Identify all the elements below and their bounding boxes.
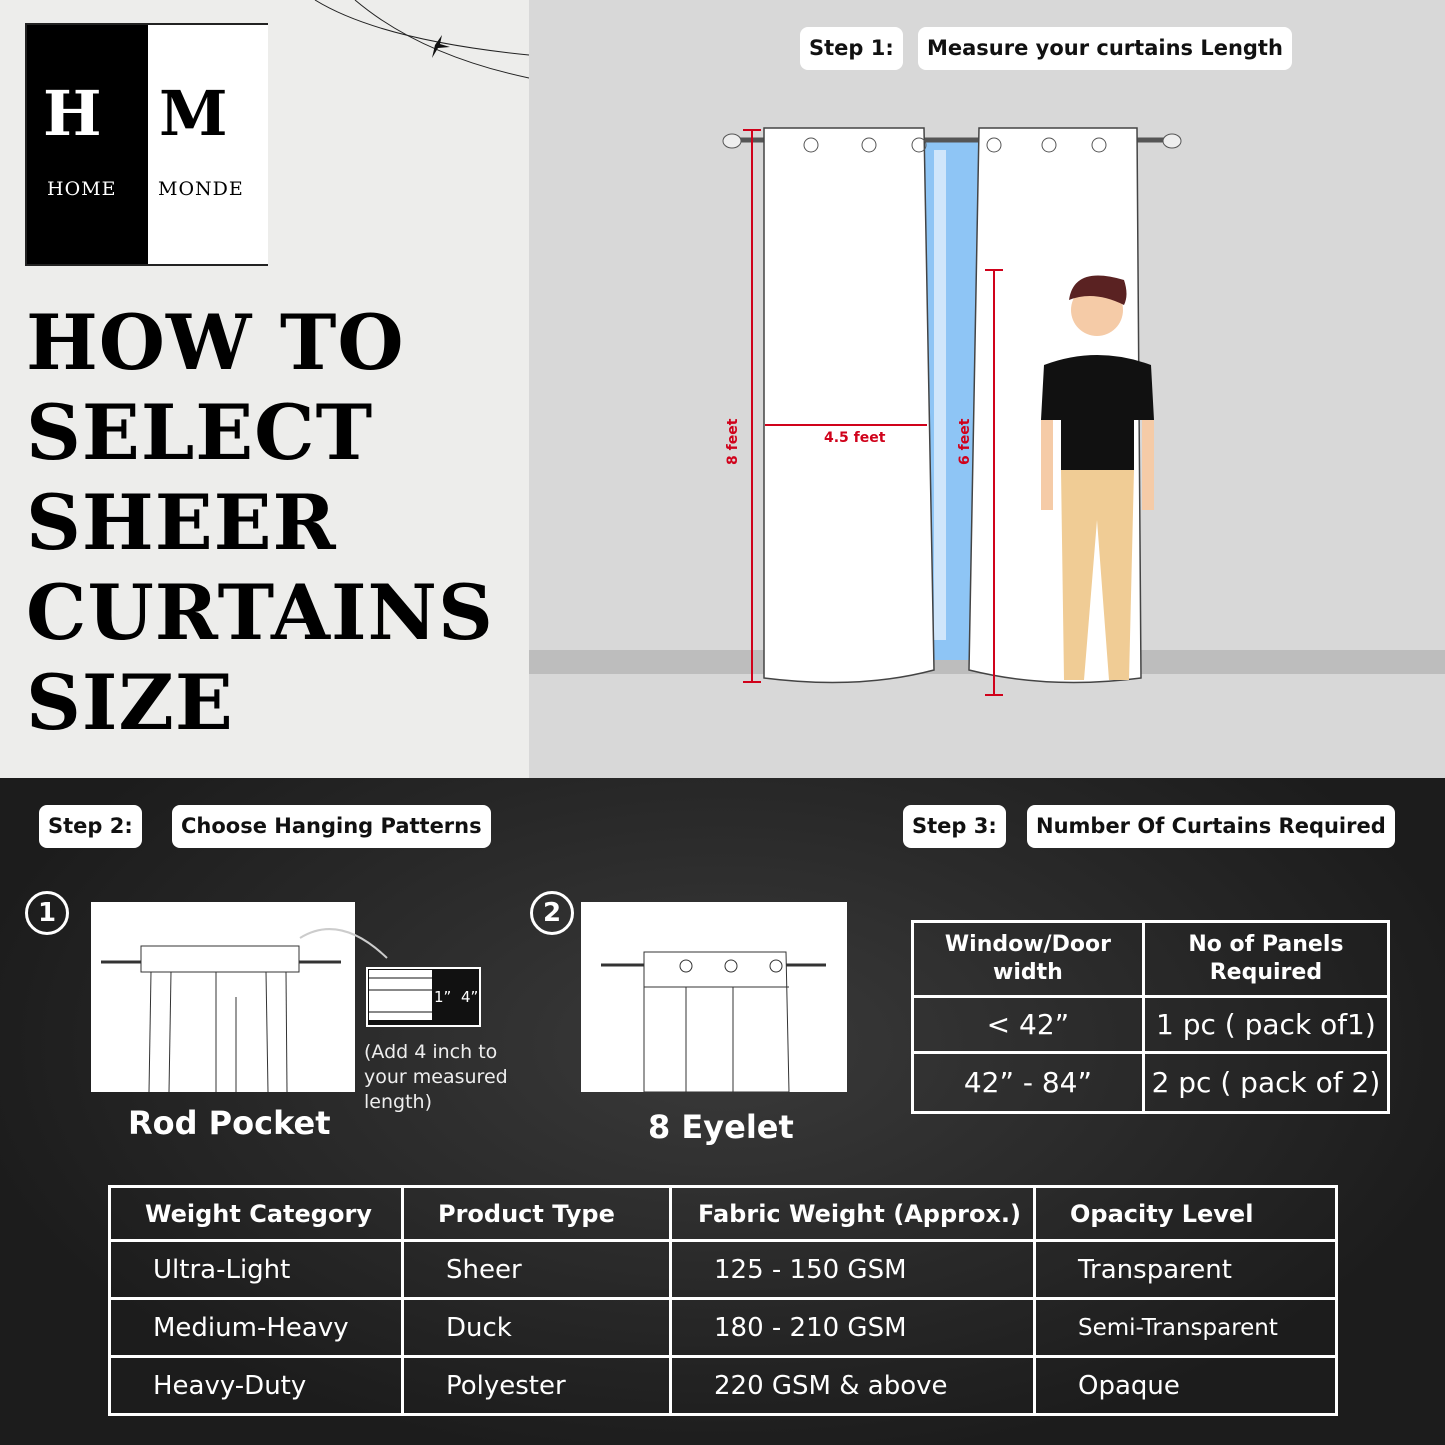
- step3-text: Number Of Curtains Required: [1027, 805, 1395, 848]
- rod-pocket-caption: Rod Pocket: [128, 1104, 331, 1142]
- rod-pocket-illustration: [91, 902, 355, 1092]
- table-header: Window/Door width: [911, 920, 1145, 998]
- step1-panel: Step 1: Measure your curtains Length 8 f…: [529, 0, 1445, 778]
- eyelet-illustration: [581, 902, 847, 1092]
- step2-label: Step 2:: [39, 805, 142, 848]
- rod-pocket-note: (Add 4 inch to your measured length): [364, 1041, 508, 1113]
- table-header: No of Panels Required: [1141, 920, 1391, 998]
- step2-text: Choose Hanging Patterns: [172, 805, 491, 848]
- brand-logo: H M HOME MONDE: [25, 23, 268, 266]
- table-row: < 42” 1 pc ( pack of1): [911, 995, 1391, 1054]
- table-header: Opacity Level: [1033, 1185, 1338, 1242]
- height-label: 8 feet: [725, 418, 741, 465]
- table-row: Ultra-Light Sheer 125 - 150 GSM Transparent: [108, 1239, 1338, 1300]
- width-label: 4.5 feet: [824, 430, 886, 446]
- weight-category-table: Weight Category Product Type Fabric Weight…: [108, 1185, 1338, 1416]
- table-row: 42” - 84” 2 pc ( pack of 2): [911, 1051, 1391, 1114]
- curtain-measurement-illustration: [529, 127, 1445, 696]
- option-number-1: 1: [25, 891, 69, 935]
- step1-label: Step 1:: [800, 27, 903, 70]
- detail-4inch: 4”: [461, 988, 479, 1006]
- table-row: Heavy-Duty Polyester 220 GSM & above Opaque: [108, 1355, 1338, 1416]
- detail-1inch: 1”: [434, 988, 452, 1006]
- eyelet-caption: 8 Eyelet: [648, 1108, 794, 1146]
- table-header: Product Type: [401, 1185, 672, 1242]
- table-row: Medium-Heavy Duck 180 - 210 GSM Semi-Transp…: [108, 1297, 1338, 1358]
- star-swoosh-icon: [314, 0, 529, 79]
- bottom-panel: Step 2: Choose Hanging Patterns Step 3: …: [0, 778, 1445, 1445]
- table-header: Fabric Weight (Approx.): [669, 1185, 1036, 1242]
- page-title: HOW TO SELECT SHEER CURTAINS SIZE: [26, 298, 494, 747]
- logo-monde: MONDE: [158, 178, 244, 200]
- step3-label: Step 3:: [903, 805, 1006, 848]
- table-header: Weight Category: [108, 1185, 404, 1242]
- logo-home: HOME: [47, 178, 117, 200]
- person-height-label: 6 feet: [957, 418, 973, 465]
- step1-text: Measure your curtains Length: [918, 27, 1292, 70]
- panels-required-table: Window/Door width No of Panels Required <…: [911, 920, 1391, 1114]
- rod-pocket-detail: [299, 928, 481, 1027]
- logo-m: M: [159, 77, 228, 150]
- option-number-2: 2: [530, 891, 574, 935]
- logo-h: H: [43, 77, 102, 150]
- left-panel: H M HOME MONDE HOW TO SELECT SHEER CURTAINS…: [0, 0, 529, 778]
